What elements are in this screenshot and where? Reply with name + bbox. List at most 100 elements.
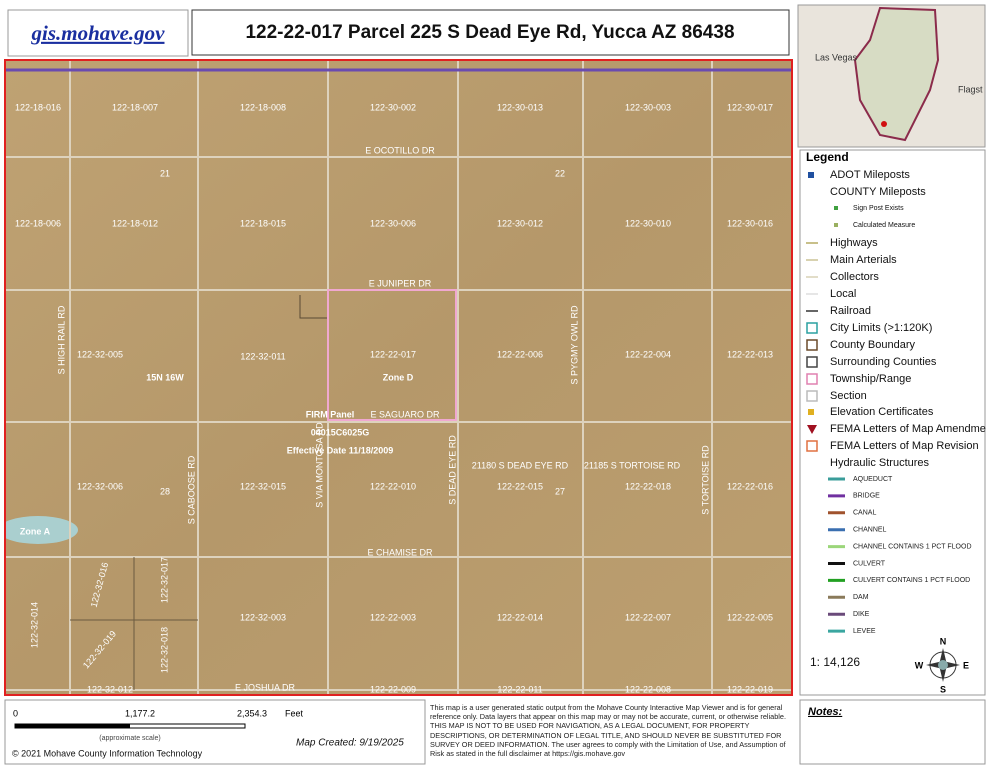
legend-swatch	[834, 206, 838, 210]
scale-label: 1,177.2	[125, 708, 155, 718]
notes-label: Notes:	[808, 706, 843, 718]
map-label: S CABOOSE RD	[186, 455, 196, 524]
parcel-label: 122-18-012	[112, 218, 158, 228]
map: 122-18-016 122-18-007 122-18-008 122-30-002…	[6, 61, 791, 694]
parcel-label: 122-18-006	[15, 218, 61, 228]
legend-item: Local	[830, 288, 856, 300]
map-label: 21185 S TORTOISE RD	[584, 460, 681, 470]
parcel-label: 122-32-006	[77, 481, 123, 491]
map-label: S HIGH RAIL RD	[56, 305, 66, 374]
parcel-label: 122-32-017	[159, 557, 169, 603]
title: 122-22-017 Parcel 225 S Dead Eye Rd, Yuc…	[245, 22, 734, 43]
logo[interactable]: gis.mohave.gov	[31, 21, 166, 45]
parcel-line	[299, 295, 328, 319]
scale-unit: Feet	[285, 708, 304, 718]
legend-item: FEMA Letters of Map Revision	[830, 440, 979, 452]
parcel-label: 122-32-003	[240, 612, 286, 622]
legend-item: COUNTY Mileposts	[830, 186, 926, 198]
map-label: S PYGMY OWL RD	[569, 305, 579, 385]
legend-item: City Limits (>1:120K)	[830, 322, 932, 334]
map-frame	[5, 60, 792, 695]
legend-swatch	[808, 409, 814, 415]
legend-item: CHANNEL CONTAINS 1 PCT FLOOD	[853, 543, 972, 550]
legend-item: Township/Range	[830, 373, 911, 385]
map-label: 21180 S DEAD EYE RD	[472, 460, 569, 470]
inset-label: Las Vegas	[815, 52, 858, 62]
legend-item: Railroad	[830, 305, 871, 317]
parcel-label: 122-22-003	[370, 612, 416, 622]
legend-swatch	[808, 172, 814, 178]
map-label: S TORTOISE RD	[700, 445, 710, 515]
legend-box	[799, 149, 986, 696]
legend-item: Elevation Certificates	[830, 406, 934, 418]
map-created: Map Created: 9/19/2025	[296, 738, 404, 749]
parcel-label: 122-22-013	[727, 349, 773, 359]
map-label: Effective Date 11/18/2009	[287, 445, 394, 455]
legend-item: County Boundary	[830, 339, 915, 351]
parcel-label: 122-22-017	[370, 349, 416, 359]
map-label: FIRM Panel	[306, 409, 355, 419]
map-border	[4, 59, 793, 696]
parcel-label: 122-22-011	[497, 684, 542, 694]
compass-n: N	[940, 636, 947, 646]
parcel-label: 122-22-019	[727, 684, 773, 694]
legend-item: CULVERT CONTAINS 1 PCT FLOOD	[853, 577, 970, 584]
legend-swatch	[806, 390, 818, 402]
parcel-label: 122-22-004	[625, 349, 671, 359]
parcel-label: 122-22-009	[370, 684, 416, 694]
compass-w: W	[915, 660, 924, 670]
logo-box	[7, 9, 189, 57]
scale-label: 0	[13, 708, 18, 718]
parcel-label: 122-22-006	[497, 349, 543, 359]
legend: Legend ADOT Mileposts COUNTY Mileposts Sign…	[806, 150, 986, 635]
parcel-label: 122-22-015	[497, 481, 543, 491]
location-dot	[881, 121, 887, 127]
legend-item: Hydraulic Structures	[830, 457, 930, 469]
parcel-label: 122-22-014	[497, 612, 543, 622]
map-label: E JOSHUA DR	[235, 682, 296, 692]
scale-ratio: 1: 14,126	[810, 655, 860, 669]
compass-s: S	[940, 684, 946, 694]
legend-item: DAM	[853, 594, 869, 601]
legend-item: Calculated Measure	[853, 222, 915, 229]
compass-e: E	[963, 660, 969, 670]
legend-item: LEVEE	[853, 628, 876, 635]
legend-item: CHANNEL	[853, 527, 887, 534]
parcel-label: 122-32-005	[77, 349, 123, 359]
legend-item: CANAL	[853, 510, 876, 517]
parcel-label: 122-30-003	[625, 102, 671, 112]
legend-swatch	[834, 223, 838, 227]
copyright: © 2021 Mohave County Information Technol…	[12, 748, 203, 758]
parcel-label: 122-30-002	[370, 102, 416, 112]
compass	[926, 648, 960, 682]
parcel-label: 122-30-012	[497, 218, 543, 228]
parcel-label: 122-22-005	[727, 612, 773, 622]
scale-box	[4, 699, 426, 765]
parcel-label: 122-30-017	[727, 102, 773, 112]
legend-item: AQUEDUCT	[853, 476, 893, 483]
map-label: E SAGUARO DR	[370, 409, 440, 419]
scale-bar-segment	[15, 724, 130, 728]
legend-item: DIKE	[853, 611, 870, 618]
parcel-label: 122-18-008	[240, 102, 286, 112]
parcel-label: 122-18-016	[15, 102, 61, 112]
legend-swatch	[806, 322, 818, 334]
map-label: 27	[555, 486, 565, 496]
parcel-label: 122-22-016	[727, 481, 773, 491]
parcel-label: 122-32-014	[29, 602, 39, 648]
parcel-label: 122-30-006	[370, 218, 416, 228]
scale-label: 2,354.3	[237, 708, 267, 718]
map-label: 28	[160, 486, 170, 496]
map-label: E OCOTILLO DR	[365, 145, 435, 155]
scale-note: (approximate scale)	[99, 735, 160, 742]
legend-swatch	[806, 373, 818, 385]
legend-item: Section	[830, 390, 867, 402]
map-label: Zone D	[383, 372, 414, 382]
subject-parcel	[327, 289, 457, 421]
map-label: S VIA MONTOSA RD	[314, 422, 324, 508]
map-label: Zone A	[20, 526, 51, 536]
legend-item: Collectors	[830, 271, 879, 283]
legend-item: Highways	[830, 237, 878, 249]
